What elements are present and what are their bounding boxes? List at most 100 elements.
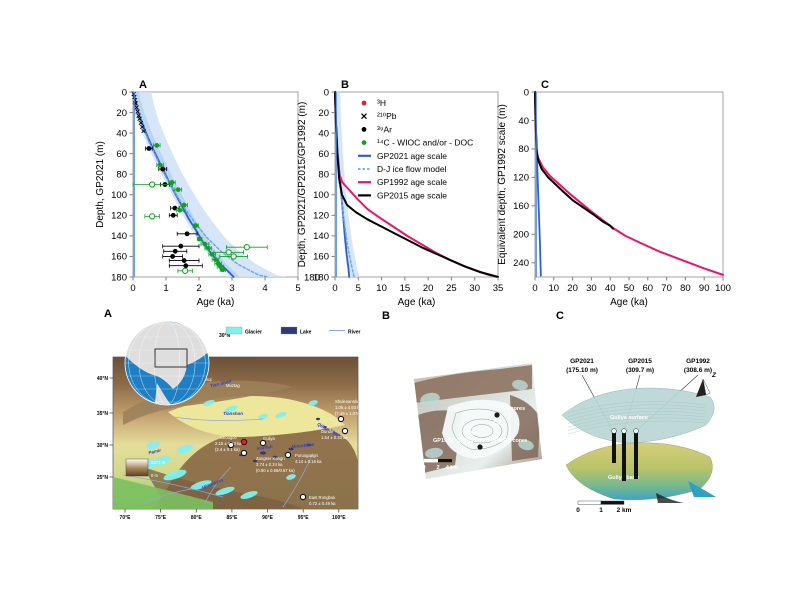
dem-glacier-tongue bbox=[518, 439, 534, 451]
map-river bbox=[282, 452, 314, 508]
surface-hatch-line bbox=[567, 401, 707, 414]
core-scalebar-seg2 bbox=[600, 500, 625, 505]
x-tick-label: 10 bbox=[549, 283, 560, 294]
map-site-marker[interactable] bbox=[337, 415, 345, 423]
data-point bbox=[181, 202, 187, 208]
dem-panel-letter: B bbox=[382, 310, 390, 322]
core-scalebar-seg1 bbox=[577, 500, 602, 505]
uncertainty-band bbox=[335, 92, 360, 277]
surface-hatch-line bbox=[567, 417, 707, 431]
data-point-cross bbox=[134, 105, 139, 110]
surface-hatch-line bbox=[567, 407, 707, 421]
map-lat-label: 40°N bbox=[97, 376, 109, 382]
globe-outline bbox=[124, 320, 210, 406]
core-depth-GP1992: (308.6 m) bbox=[684, 367, 712, 374]
dem-glacier-tongue bbox=[420, 392, 440, 406]
core-name-GP2015: GP2015 bbox=[628, 358, 652, 365]
map-site-label: 1.54 ± 0.33 ka bbox=[321, 435, 348, 440]
dem-contour-label-6000: 6000 bbox=[474, 453, 486, 459]
core-stick-GP1992[interactable] bbox=[634, 431, 638, 479]
map-lake bbox=[272, 455, 278, 459]
dem-ridge-north bbox=[414, 365, 532, 403]
data-point-open bbox=[181, 267, 189, 274]
map-site-label: 3.74 ± 0.24 ka bbox=[256, 462, 283, 467]
data-point-cross bbox=[141, 128, 146, 134]
legend-label: ³H bbox=[377, 98, 386, 108]
data-point-cross bbox=[136, 113, 141, 118]
map-lake bbox=[316, 417, 320, 421]
map-range-label: Pamir bbox=[148, 448, 162, 456]
x-axis-title: Age (ka) bbox=[197, 297, 235, 308]
data-point bbox=[205, 245, 211, 251]
core-name-GP1992: GP1992 bbox=[686, 358, 710, 365]
legend-marker-cross bbox=[361, 113, 367, 120]
core-stick-GP2021[interactable] bbox=[612, 431, 616, 463]
y-tick-label: 40 bbox=[518, 116, 529, 127]
dem-ice-cap bbox=[442, 399, 520, 459]
guliya-base-dem bbox=[565, 442, 713, 501]
map-river bbox=[202, 466, 232, 508]
y-tick-label: 40 bbox=[116, 128, 127, 139]
map-site-marker[interactable] bbox=[227, 441, 235, 449]
data-point bbox=[184, 231, 190, 237]
y-tick-label: 140 bbox=[313, 231, 329, 242]
data-point bbox=[146, 146, 152, 151]
dem-core-marker-gp[interactable] bbox=[477, 444, 483, 450]
y-tick-label: 60 bbox=[116, 149, 127, 160]
x-tick-label: 2 bbox=[196, 283, 201, 294]
map-site-marker[interactable] bbox=[240, 449, 248, 457]
map-glacier bbox=[286, 474, 296, 480]
dem-contour-label-6200: 6200 bbox=[466, 431, 478, 437]
x-tick-label: 3 bbox=[229, 283, 234, 294]
globe-landmass bbox=[125, 321, 209, 389]
dem-scalebar-seg1 bbox=[423, 458, 439, 463]
dem-contour-label-6250: 6250 bbox=[493, 421, 505, 427]
map-site-label: 2.15 ± 0.23 ka bbox=[215, 441, 242, 446]
core-name-GP2021: GP2021 bbox=[570, 358, 594, 365]
core-scalebar-tick: 1 bbox=[599, 507, 603, 514]
dem-core-marker-gs[interactable] bbox=[494, 412, 500, 418]
y-tick-label: 0 bbox=[122, 87, 127, 98]
map-glacier bbox=[190, 480, 212, 490]
map-lake bbox=[288, 447, 294, 451]
y-tick-label: 80 bbox=[116, 170, 127, 181]
core-depth-GP2015: (309.7 m) bbox=[626, 367, 654, 374]
map-site-marker[interactable] bbox=[299, 493, 307, 501]
map-site-marker-guliya[interactable] bbox=[240, 438, 248, 446]
map-lon-label: 95°E bbox=[298, 515, 310, 521]
data-point bbox=[209, 251, 215, 257]
x-tick-label: 0 bbox=[532, 283, 537, 294]
y-tick-label: 100 bbox=[313, 190, 329, 201]
chart-panel-C: 0 10 20 30 40 50 60 70 80 90 100 Age (ka) 0 40 80 120 16… bbox=[497, 79, 731, 308]
series-line bbox=[132, 91, 270, 278]
chart-panel-B: 0 5 10 15 20 25 30 35 Age (ka) 0 20 40 60 80 100 120 140… bbox=[297, 79, 503, 308]
map-site-marker[interactable] bbox=[341, 427, 349, 435]
map-glacier bbox=[215, 486, 235, 496]
x-tick-label: 30 bbox=[586, 283, 597, 294]
panel-letter-A: A bbox=[139, 79, 147, 91]
y-axis-title: Depth, GP2021/GP2015/GP1992 (m) bbox=[297, 102, 308, 268]
core-top-GP1992 bbox=[633, 428, 639, 434]
core-stick-GP2015[interactable] bbox=[622, 431, 626, 481]
map-site-marker[interactable] bbox=[259, 439, 267, 447]
map-site-label: (0.90 ± 0.66/0.57 ka) bbox=[256, 468, 295, 473]
map-range-label: Kunlun bbox=[257, 444, 274, 451]
legend-label: ¹⁴C - WIOC and/or - DOC bbox=[377, 138, 473, 148]
x-tick-label: 30 bbox=[469, 283, 480, 294]
globe-meridian bbox=[138, 321, 196, 405]
study-site-row: A Pamir Tianshan Tian Shan Qilian Shan Kunlun… bbox=[0, 0, 800, 521]
y-tick-label: 120 bbox=[513, 173, 529, 184]
x-tick-label: 90 bbox=[699, 283, 710, 294]
x-tick-label: 50 bbox=[624, 283, 635, 294]
elevation-scale-bar bbox=[125, 458, 149, 477]
map-site-label: Chongce bbox=[220, 435, 237, 440]
legend-marker-dot bbox=[361, 126, 367, 132]
y-tick-label: 160 bbox=[313, 252, 329, 263]
surface-hatch-line bbox=[567, 414, 707, 428]
map-site-marker[interactable] bbox=[284, 451, 292, 459]
plot-frame bbox=[534, 91, 724, 278]
core-scalebar-tick: 0 bbox=[576, 507, 580, 514]
y-tick-label: 0 bbox=[524, 87, 529, 98]
chart-panel-A: 0 1 2 3 4 5 Age (ka) 0 20 40 60 80 100 120 140 160 180 De… bbox=[95, 79, 301, 308]
y-axis-title: Equivalent depth, GP1992 scale (m) bbox=[497, 104, 508, 265]
